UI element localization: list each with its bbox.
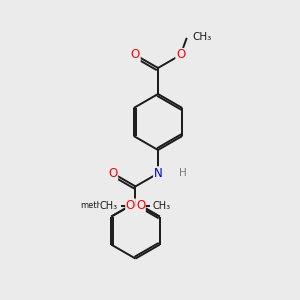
Text: O: O [131, 49, 140, 62]
Text: O: O [108, 167, 118, 180]
Text: CH₃: CH₃ [193, 32, 212, 42]
Text: O: O [176, 49, 185, 62]
Text: CH₃: CH₃ [153, 200, 171, 211]
Text: methoxy: methoxy [80, 201, 117, 210]
Text: H: H [179, 168, 187, 178]
Text: N: N [154, 167, 162, 180]
Text: O: O [136, 199, 145, 212]
Text: CH₃: CH₃ [100, 200, 118, 211]
Text: O: O [126, 199, 135, 212]
